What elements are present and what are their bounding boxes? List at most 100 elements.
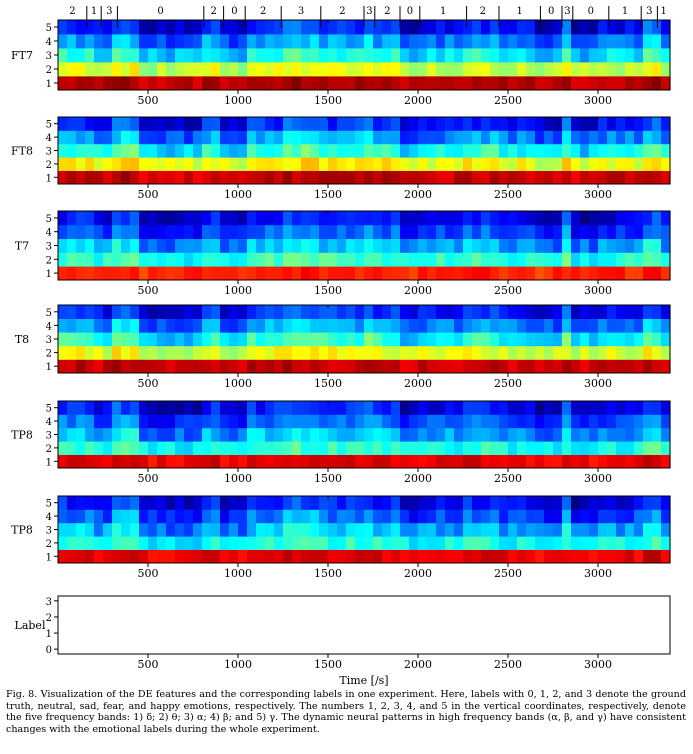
heatmap-cell (391, 34, 401, 49)
heatmap-cell (436, 20, 446, 35)
heatmap-cell (409, 332, 419, 347)
heatmap-cell (94, 130, 104, 145)
label-strip-value: 3 (646, 6, 652, 17)
heatmap-cell (337, 266, 347, 281)
heatmap-cell (454, 170, 464, 185)
heatmap-cell (562, 157, 572, 171)
heatmap-cell (580, 76, 590, 91)
heatmap-cell (67, 496, 77, 510)
heatmap-cell (139, 238, 149, 253)
heatmap-cell (526, 454, 536, 469)
heatmap-cell (265, 143, 275, 158)
heatmap-cell (643, 266, 653, 281)
heatmap-cell (337, 522, 347, 537)
heatmap-cell (517, 318, 527, 333)
heatmap-cell (121, 238, 131, 253)
heatmap-cell (634, 62, 644, 77)
heatmap-cell (283, 143, 293, 158)
heatmap-cell (346, 401, 356, 415)
heatmap-cell (121, 305, 131, 319)
heatmap-cell (355, 305, 365, 319)
heatmap-cell (121, 62, 131, 77)
heatmap-cell (454, 130, 464, 145)
heatmap-cell (580, 454, 590, 469)
x-tick-label: 1000 (224, 188, 252, 201)
heatmap-cell (139, 509, 149, 524)
heatmap-cell (382, 62, 392, 77)
heatmap-cell (220, 62, 230, 77)
heatmap-cell (274, 143, 284, 158)
heatmap-cell (247, 549, 257, 564)
heatmap-cell (310, 522, 320, 537)
heatmap-cell (535, 62, 545, 77)
heatmap-cell (391, 143, 401, 158)
heatmap-cell (634, 359, 644, 374)
heatmap-cell (589, 332, 599, 347)
heatmap-cell (508, 266, 518, 281)
heatmap-cell (589, 157, 599, 171)
heatmap-cell (526, 536, 536, 550)
heatmap-cell (328, 305, 338, 319)
heatmap-cell (499, 522, 509, 537)
heatmap-cell (652, 266, 662, 281)
heatmap-cell (391, 170, 401, 185)
heatmap-cell (400, 34, 410, 49)
heatmap-cell (301, 345, 311, 360)
heatmap-cell (499, 318, 509, 333)
heatmap-cell (256, 170, 266, 185)
heatmap-cell (202, 496, 212, 510)
heatmap-cell (562, 266, 572, 281)
heatmap-cell (139, 62, 149, 77)
heatmap-cell (130, 211, 140, 226)
heatmap-cell (292, 318, 302, 333)
heatmap-cell (112, 130, 122, 145)
heatmap-cell (148, 305, 158, 319)
heatmap-cell (211, 143, 221, 158)
heatmap-cell (112, 549, 122, 564)
heatmap-cell (211, 117, 221, 131)
heatmap-cell (625, 536, 635, 550)
heatmap-cell (427, 509, 437, 524)
heatmap-cell (265, 130, 275, 145)
heatmap-cell (517, 76, 527, 91)
heatmap-cell (373, 170, 383, 185)
heatmap-cell (130, 170, 140, 185)
heatmap-cell (454, 117, 464, 131)
heatmap-cell (157, 76, 167, 91)
heatmap-cell (157, 549, 167, 564)
heatmap-cell (643, 62, 653, 77)
heatmap-cell (589, 170, 599, 185)
heatmap-cell (652, 509, 662, 524)
heatmap-cell (571, 157, 581, 171)
label-strip-value: 2 (339, 6, 345, 17)
heatmap-cell (598, 130, 608, 145)
heatmap-cell (112, 157, 122, 171)
heatmap-cell (400, 117, 410, 131)
heatmap-cell (247, 414, 257, 429)
heatmap-cell (85, 76, 95, 91)
heatmap-cell (490, 401, 500, 415)
heatmap-cell (571, 34, 581, 49)
heatmap-cell (265, 157, 275, 171)
heatmap-cell (562, 34, 572, 49)
heatmap-cell (607, 20, 617, 35)
heatmap-cell (274, 318, 284, 333)
heatmap-cell (553, 224, 563, 239)
heatmap-cell (256, 441, 266, 455)
heatmap-cell (175, 211, 185, 226)
heatmap-cell (175, 238, 185, 253)
heatmap-cell (166, 157, 176, 171)
heatmap-cell (598, 549, 608, 564)
heatmap-cell (562, 522, 572, 537)
heatmap-cell (418, 427, 428, 442)
heatmap-cell (616, 130, 626, 145)
heatmap-cell (103, 20, 113, 35)
heatmap-cell (580, 318, 590, 333)
heatmap-cell (310, 62, 320, 77)
heatmap-cell (211, 305, 221, 319)
heatmap-cell (463, 170, 473, 185)
heatmap-cell (508, 305, 518, 319)
heatmap-cell (535, 454, 545, 469)
heatmap-cell (508, 401, 518, 415)
heatmap-cell (643, 20, 653, 35)
